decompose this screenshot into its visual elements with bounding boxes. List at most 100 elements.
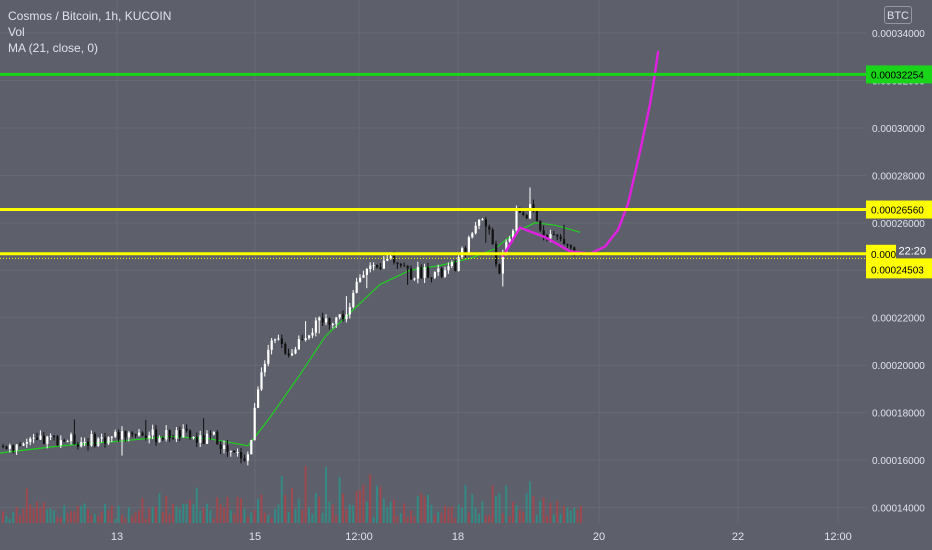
volume-bar xyxy=(471,494,474,523)
volume-bar xyxy=(529,481,531,523)
candle-body xyxy=(49,435,52,437)
candle-body xyxy=(161,438,164,440)
volume-bar xyxy=(355,491,358,523)
candle-body xyxy=(284,343,287,354)
volume-bar xyxy=(209,510,212,523)
candle-body xyxy=(372,265,375,267)
volume-bar xyxy=(168,514,171,523)
countdown-bg xyxy=(896,242,932,259)
volume-bar xyxy=(131,515,134,523)
candle-body xyxy=(430,277,433,279)
volume-bar xyxy=(127,507,130,523)
candle-body xyxy=(382,260,385,269)
candle-body xyxy=(104,437,107,444)
volume-bar xyxy=(491,485,494,523)
candle-body xyxy=(42,435,45,444)
volume-bar xyxy=(321,512,324,523)
volume-bar xyxy=(512,501,514,523)
volume-bar xyxy=(216,497,219,523)
volume-bar xyxy=(243,508,246,523)
volume-bar xyxy=(338,476,341,523)
candle-body xyxy=(175,430,178,439)
candle-body xyxy=(263,363,266,373)
candle-body xyxy=(518,210,521,213)
candle-body xyxy=(212,431,215,435)
volume-bar xyxy=(229,510,232,523)
x-tick-label: 12:00 xyxy=(824,531,852,543)
candle-body xyxy=(325,318,328,323)
volume-bar xyxy=(420,493,423,523)
volume-bar xyxy=(178,509,181,523)
volume-bar xyxy=(53,510,55,523)
volume-bar xyxy=(389,501,392,523)
price-axis: 0.00014000 0.00016000 0.00018000 0.00020000… xyxy=(866,29,932,515)
candle-body xyxy=(178,430,181,438)
volume-bar xyxy=(314,492,317,523)
candle-body xyxy=(73,434,76,445)
volume-bar xyxy=(59,517,62,523)
candle-body xyxy=(505,241,508,254)
currency-badge[interactable]: BTC xyxy=(884,6,912,24)
volume-bar xyxy=(569,510,572,523)
volume-bar xyxy=(427,494,429,523)
candle-body xyxy=(542,230,545,236)
ma-line xyxy=(0,222,581,454)
candle-body xyxy=(471,233,474,238)
volume-bar xyxy=(478,513,480,523)
volume-bar xyxy=(12,512,15,523)
volume-bar xyxy=(46,509,49,523)
candle-body xyxy=(525,214,528,219)
candle-body xyxy=(206,433,209,444)
volume-bar xyxy=(393,499,395,523)
candle-body xyxy=(32,437,35,439)
candle-body xyxy=(563,239,566,245)
candle-body xyxy=(532,204,535,211)
volume-bar xyxy=(32,507,35,523)
candle-body xyxy=(481,219,484,221)
volume-bar xyxy=(267,515,270,523)
candle-body xyxy=(274,339,277,341)
candle-body xyxy=(15,444,18,451)
candle-body xyxy=(484,219,487,227)
volume-bar xyxy=(223,507,225,523)
candle-body xyxy=(488,226,491,230)
volume-bar xyxy=(382,498,385,523)
candle-body xyxy=(501,253,504,274)
candle-body xyxy=(267,349,270,364)
volume-bar xyxy=(556,500,559,523)
candle-body xyxy=(522,212,525,215)
volume-bar xyxy=(80,505,83,523)
candle-body xyxy=(348,307,351,315)
volume-bar xyxy=(151,506,154,523)
volume-bar xyxy=(104,504,106,523)
candle-body xyxy=(328,318,331,325)
candle-body xyxy=(552,233,555,235)
volume-bar xyxy=(399,513,402,523)
candle-body xyxy=(83,441,86,443)
x-tick-label: 13 xyxy=(111,531,123,543)
chart-grid xyxy=(0,0,866,523)
volume-bar xyxy=(2,511,4,523)
candle-body xyxy=(308,335,311,339)
candle-body xyxy=(36,437,39,440)
candle-body xyxy=(192,437,195,439)
horizontal-lines xyxy=(0,72,866,259)
y-tick-label: 0.00016000 xyxy=(872,456,925,467)
ma-indicator-label: MA (21, close, 0) xyxy=(8,41,99,55)
candle-body xyxy=(423,267,426,278)
projection-drawing xyxy=(501,50,660,258)
candle-body xyxy=(280,338,283,344)
volume-bar xyxy=(240,498,242,523)
volume-bar xyxy=(66,513,69,523)
volume-bar xyxy=(63,505,66,523)
volume-bar xyxy=(97,516,100,523)
candle-body xyxy=(182,428,185,438)
volume-bar xyxy=(165,495,168,523)
volume-bar xyxy=(189,499,191,523)
candle-body xyxy=(342,314,345,320)
volume-bar xyxy=(93,513,96,523)
candle-body xyxy=(70,434,73,442)
candle-body xyxy=(195,437,198,443)
candle-body xyxy=(22,443,25,446)
